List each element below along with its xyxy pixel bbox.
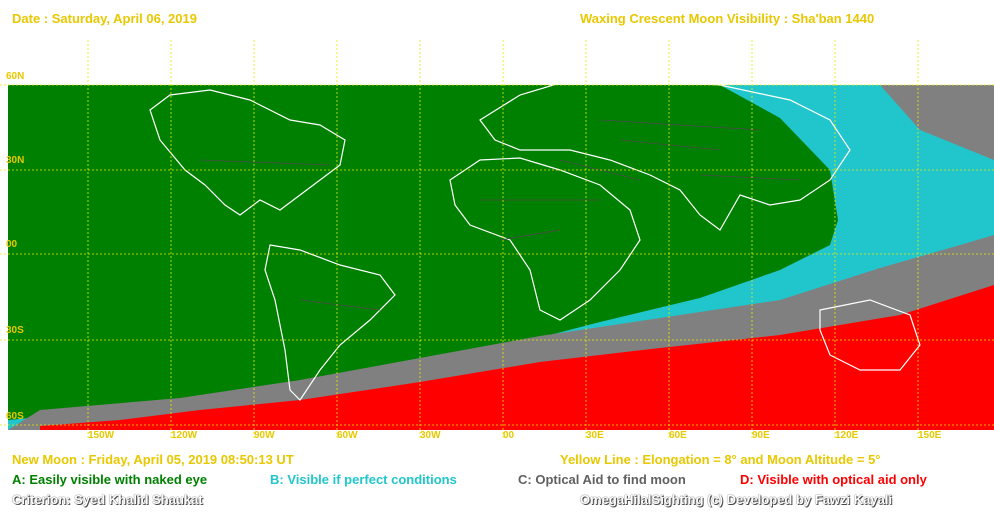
graticule [0,40,994,440]
lon-label-30w: 30W [420,430,441,441]
lon-label-60w: 60W [337,430,358,441]
zone-d-area [40,285,994,430]
legend-b: B: Visible if perfect conditions [270,472,457,487]
lon-label-120e: 120E [835,430,859,441]
yellow-line-label: Yellow Line : Elongation = 8° and Moon A… [560,452,881,467]
lon-label-00: 00 [503,430,515,441]
lon-label-150w: 150W [88,430,115,441]
lon-label-120w: 120W [171,430,198,441]
new-moon-label: New Moon : Friday, April 05, 2019 08:50:… [12,452,294,467]
country-borders [199,119,801,311]
lon-label-90e: 90E [752,430,770,441]
lat-label-30n: 30N [6,155,25,166]
zone-c-area-top [880,85,994,160]
lat-label-60s: 60S [6,411,24,422]
legend-d: D: Visible with optical aid only [740,472,927,487]
lon-label-30e: 30E [586,430,604,441]
lon-label-60e: 60E [669,430,687,441]
map-title: Waxing Crescent Moon Visibility : Sha'ba… [580,11,875,26]
legend-c: C: Optical Aid to find moon [518,472,686,487]
coastlines [149,44,921,401]
credit-label: OmegaHilalSighting (c) Developed by Fawz… [580,492,893,507]
lon-label-150e: 150E [918,430,942,441]
legend-a: A: Easily visible with naked eye [12,472,208,487]
lat-label-00: 00 [6,239,18,250]
date-label: Date : Saturday, April 06, 2019 [12,11,197,26]
lat-label-30s: 30S [6,325,24,336]
lon-label-90w: 90W [254,430,275,441]
lat-label-60n: 60N [6,71,25,82]
criterion-label: Criterion: Syed Khalid Shaukat [12,492,203,507]
